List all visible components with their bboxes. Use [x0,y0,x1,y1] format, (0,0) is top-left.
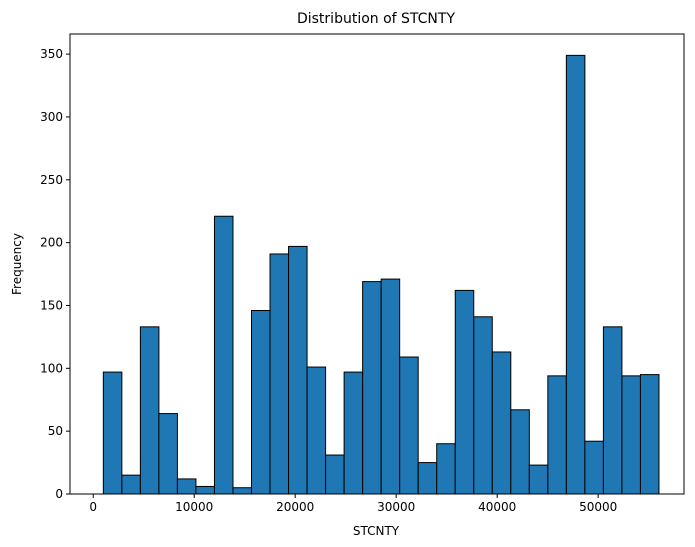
x-tick-label: 20000 [276,500,314,514]
histogram-bar [436,443,456,495]
histogram-bar [139,326,160,495]
y-tick-label: 350 [40,47,63,61]
histogram-bar [417,462,438,495]
y-tick-label: 150 [40,298,63,312]
histogram-bar [473,316,493,495]
histogram-bar [195,485,215,495]
y-tick-label: 250 [40,173,63,187]
bars-group [102,54,660,495]
histogram-bar [102,371,123,495]
y-tick-label: 200 [40,236,63,250]
histogram-bar [251,310,271,495]
histogram-bar [584,440,604,495]
histogram-bar [288,245,308,495]
histogram-bar [510,409,530,495]
y-axis-label: Frequency [10,233,24,295]
y-tick-label: 50 [48,424,63,438]
x-tick-label: 0 [89,500,97,514]
histogram-bar [547,375,567,495]
chart-title: Distribution of STCNTY [297,11,455,27]
histogram-bar [232,487,253,495]
y-tick-label: 0 [55,487,63,501]
histogram-bar [602,326,623,495]
histogram-bar [528,464,549,495]
y-tick-label: 100 [40,361,63,375]
histogram-bar [399,356,419,495]
histogram-bar [121,474,141,495]
histogram-bar [565,54,586,495]
plot-area-frame [69,33,685,495]
x-axis-ticks: 0 10000 20000 30000 40000 50000 [89,494,617,514]
histogram-bar [158,413,178,495]
histogram-bar [621,375,641,495]
x-tick-label: 40000 [478,500,516,514]
histogram-bar [491,351,512,495]
x-tick-label: 10000 [175,500,213,514]
histogram-bar [213,215,234,495]
histogram-bar [380,278,401,495]
histogram-bar [639,374,660,495]
x-tick-label: 30000 [377,500,415,514]
histogram-bar [306,366,327,495]
x-axis-label: STCNTY [353,524,400,538]
y-axis-ticks: 0 50 100 150 200 250 300 350 [40,47,70,501]
histogram-bar [343,371,364,495]
histogram-bar [269,253,290,495]
x-tick-label: 50000 [579,500,617,514]
histogram-bar [454,289,475,495]
histogram-bar [325,454,345,495]
y-tick-label: 300 [40,110,63,124]
histogram-bar [176,478,197,495]
histogram-bar [362,281,382,495]
